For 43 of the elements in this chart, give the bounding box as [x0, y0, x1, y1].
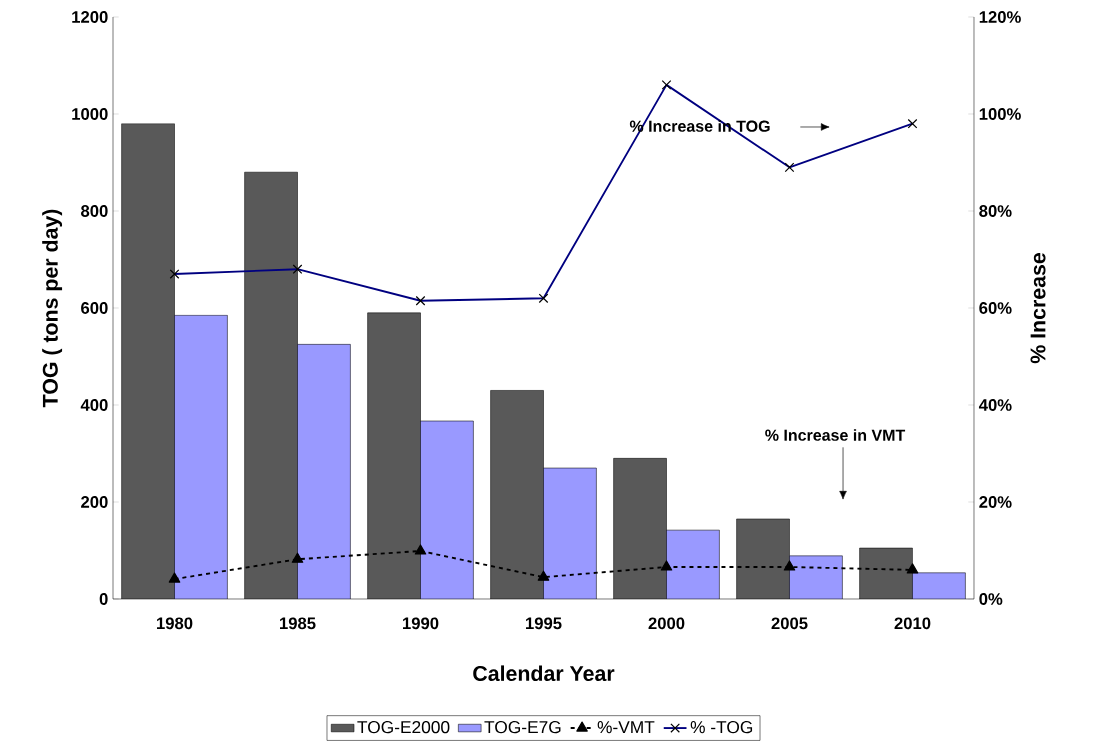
point — [537, 570, 550, 581]
y-tick-label: 0 — [99, 593, 108, 605]
y-tick-label: 400 — [80, 399, 108, 411]
bar — [367, 312, 421, 599]
y-axis-title: TOG ( tons per day) — [42, 209, 63, 408]
y2-tick-label: 40% — [978, 399, 1012, 411]
x-tick-label: 2005 — [771, 617, 808, 630]
point — [660, 560, 673, 571]
bar — [859, 547, 913, 599]
y2-tick-label: 60% — [979, 302, 1012, 314]
x-tick-label: 2010 — [894, 617, 931, 630]
bar — [121, 123, 175, 599]
y-tick-label: 1200 — [72, 11, 108, 23]
x-tick-label: 1995 — [526, 617, 562, 630]
x-tick-label: 1990 — [403, 617, 439, 630]
bar — [736, 518, 790, 599]
y-tick-label: 1000 — [72, 108, 108, 120]
annotation: % Increase in VMT — [765, 429, 906, 441]
bar — [244, 172, 298, 599]
legend-label: TOG-E2000 — [357, 720, 450, 734]
x-axis-title: Calendar Year — [473, 665, 615, 682]
point — [414, 544, 427, 555]
point — [783, 560, 796, 571]
y2-tick-label: 80% — [979, 205, 1012, 217]
y-tick-label: 600 — [81, 302, 108, 314]
y-tick-label: 800 — [81, 205, 108, 217]
y-tick-label: 200 — [81, 496, 108, 508]
y2-tick-label: 0% — [979, 593, 1003, 605]
bar — [613, 458, 667, 599]
y2-tick-label: 120% — [979, 11, 1021, 23]
point — [168, 572, 181, 583]
bar — [490, 390, 544, 599]
legend-label: % -TOG — [690, 720, 753, 734]
y2-axis-title: % Increase — [1030, 253, 1046, 364]
legend-label: %-VMT — [597, 721, 655, 734]
legend-label: TOG-E7G — [484, 720, 561, 734]
y2-tick-label: 20% — [979, 496, 1012, 508]
y2-tick-label: 100% — [979, 108, 1021, 120]
point — [906, 563, 919, 574]
x-tick-label: 1980 — [157, 617, 193, 630]
x-tick-label: 2000 — [648, 617, 685, 630]
point — [291, 552, 304, 563]
x-tick-label: 1985 — [280, 617, 316, 630]
